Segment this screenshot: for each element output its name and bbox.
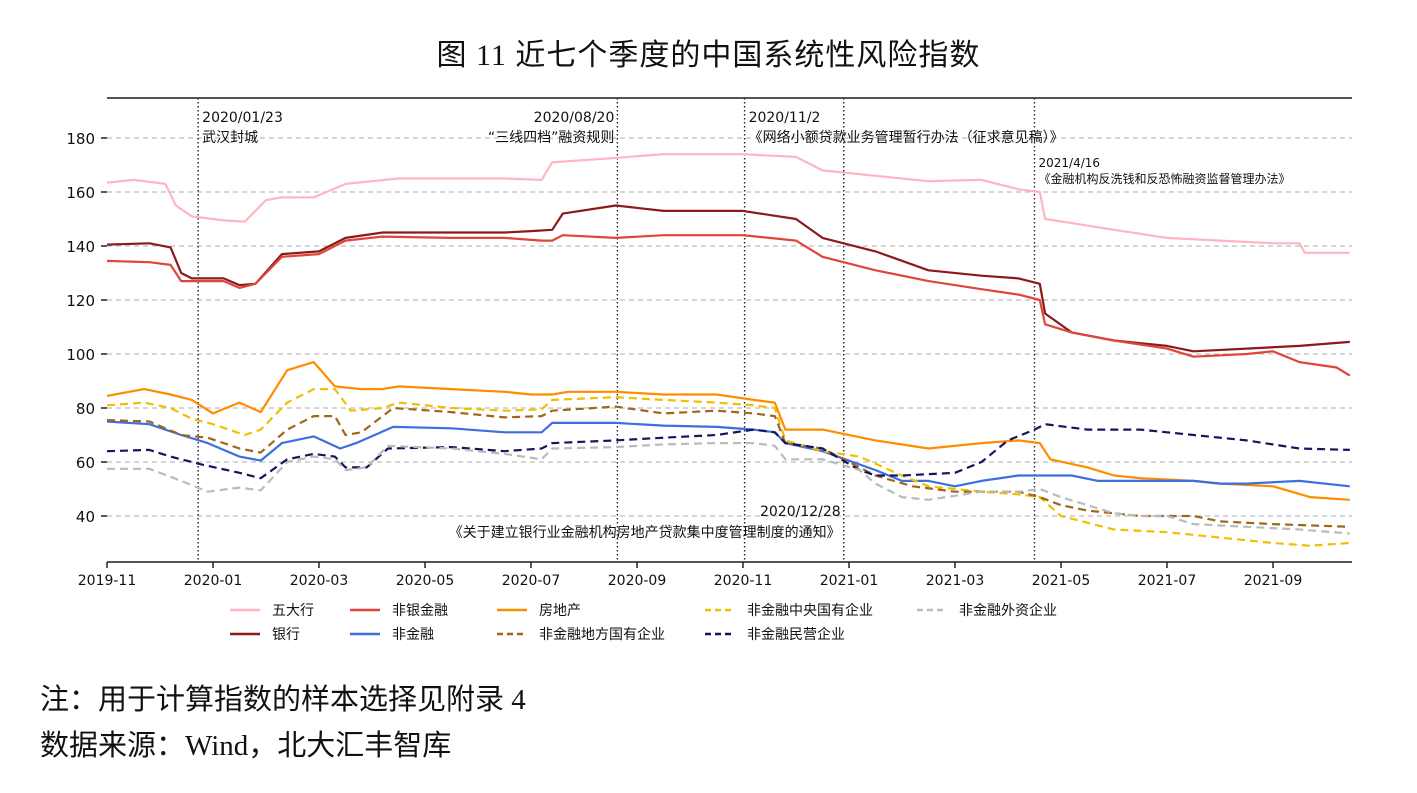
event-date: 2020/01/23: [202, 110, 283, 126]
y-tick-label: 180: [66, 130, 95, 148]
chart: 40 60 80 100 120 140 160 180 2019-11 2020-01 2020…: [66, 97, 1352, 643]
legend-label: 银行: [272, 627, 300, 643]
event-label: “三线四档”融资规则: [488, 130, 615, 146]
event-date: 2020/11/2: [749, 110, 821, 126]
legend-label: 非金融中央国有企业: [747, 602, 873, 619]
event-annotations: 2020/01/23 武汉封城 2020/08/20 “三线四档”融资规则 2020/1…: [197, 98, 1291, 562]
event-date: 2020/12/28: [760, 504, 841, 520]
legend-label: 非金融民营企业: [747, 626, 845, 643]
x-tick-label: 2020-03: [290, 573, 349, 589]
x-tick-label: 2020-07: [502, 573, 561, 589]
series-line-2: [106, 234, 1351, 377]
series-line-7: [106, 423, 1350, 480]
x-tick-label: 2020-01: [184, 573, 243, 589]
event-label: 《关于建立银行业金融机构房地产贷款集中度管理制度的通知》: [449, 524, 841, 541]
event-label: 《网络小额贷款业务管理暂行办法（征求意见稿）》: [749, 129, 1064, 146]
series-line-3: [106, 361, 1350, 501]
series-line-8: [107, 442, 1350, 535]
x-tick-label: 2021-01: [820, 573, 879, 589]
x-tick-label: 2021-05: [1032, 573, 1091, 589]
series-line-0: [106, 153, 1350, 254]
y-tick-label: 100: [66, 346, 95, 364]
y-tick-label: 60: [76, 454, 95, 472]
series-line-1: [106, 204, 1350, 353]
legend-label: 非银金融: [392, 603, 448, 619]
x-tick-label: 2019-11: [78, 573, 137, 589]
chart-title: 图 11 近七个季度的中国系统性风险指数: [436, 39, 981, 72]
series-lines: [106, 153, 1351, 547]
event-label: 武汉封城: [202, 130, 258, 146]
x-tick-label: 2021-03: [926, 573, 985, 589]
event-date: 2021/4/16: [1039, 156, 1101, 170]
series-line-5: [106, 388, 1350, 547]
y-tick-label: 40: [76, 508, 95, 526]
data-source: 数据来源：Wind，北大汇丰智库: [40, 730, 452, 762]
legend-label: 五大行: [272, 603, 314, 619]
y-tick-label: 80: [76, 400, 95, 418]
x-axis: 2019-11 2020-01 2020-03 2020-05 2020-07 2020-…: [78, 561, 1352, 589]
y-tick-label: 120: [66, 292, 95, 310]
footnote: 注：用于计算指数的样本选择见附录 4: [40, 684, 526, 716]
legend-label: 非金融外资企业: [959, 602, 1057, 619]
y-tick-label: 140: [66, 238, 95, 256]
x-tick-label: 2020-05: [396, 573, 455, 589]
x-tick-label: 2021-09: [1244, 573, 1303, 589]
legend-label: 非金融: [392, 627, 434, 643]
y-axis: 40 60 80 100 120 140 160 180: [66, 130, 107, 526]
x-tick-label: 2021-07: [1138, 573, 1197, 589]
event-label: 《金融机构反洗钱和反恐怖融资监督管理办法》: [1039, 171, 1291, 186]
legend-label: 非金融地方国有企业: [539, 626, 665, 643]
series-line-6: [106, 405, 1350, 528]
legend-label: 房地产: [539, 603, 581, 619]
x-tick-label: 2020-09: [608, 573, 667, 589]
y-gridlines: [107, 137, 1352, 517]
event-date: 2020/08/20: [534, 110, 615, 126]
y-tick-label: 160: [66, 184, 95, 202]
x-tick-label: 2020-11: [714, 573, 773, 589]
